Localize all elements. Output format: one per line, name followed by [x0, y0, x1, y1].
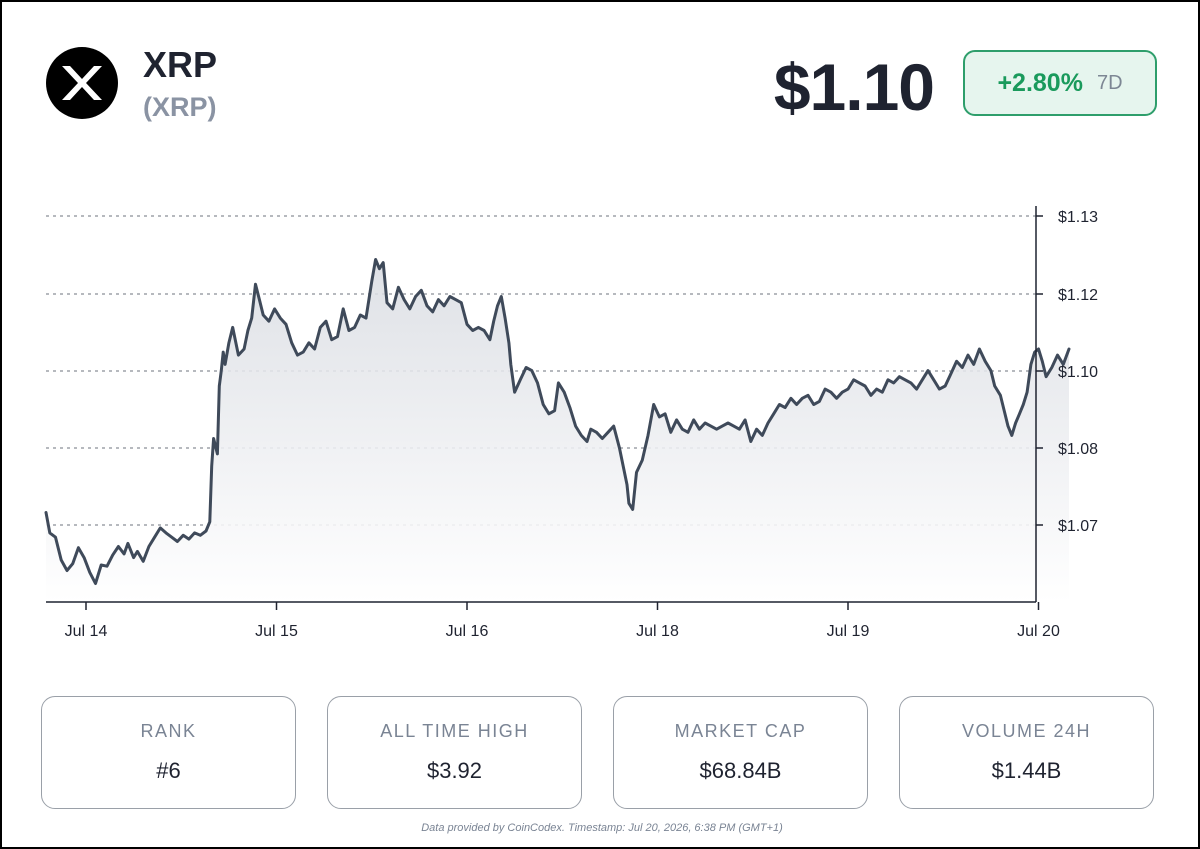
stat-value: #6 [156, 758, 181, 783]
market-cap-card: MARKET CAP $68.84B [613, 696, 868, 809]
current-price: $1.10 [773, 50, 935, 124]
y-tick-label: $1.08 [1058, 441, 1098, 458]
stat-value: $1.44B [991, 758, 1062, 783]
stat-value: $3.92 [426, 758, 483, 783]
rank-card: RANK #6 [41, 696, 296, 809]
stat-label: VOLUME 24H [961, 721, 1092, 741]
x-tick-label: Jul 14 [65, 623, 108, 640]
xrp-logo-icon [46, 47, 118, 119]
price-area-fill [46, 259, 1069, 602]
price-chart: Jul 14 Jul 15 Jul 16 Jul 18 Jul 19 Jul 20 $1.… [44, 206, 1098, 640]
data-source-footer: Data provided by CoinCodex. Timestamp: J… [421, 822, 783, 834]
coin-name: XRP [143, 44, 218, 85]
y-tick-label: $1.13 [1058, 209, 1098, 226]
x-tick-label: Jul 16 [446, 623, 489, 640]
volume-24h-card: VOLUME 24H $1.44B [899, 696, 1154, 809]
x-tick-label: Jul 18 [636, 623, 679, 640]
x-tick-label: Jul 20 [1017, 623, 1060, 640]
price-change-value: +2.80% [997, 68, 1083, 97]
y-tick-label: $1.07 [1058, 518, 1098, 535]
y-tick-label: $1.12 [1058, 287, 1098, 304]
stat-label: RANK [140, 721, 197, 741]
price-change-period: 7D [1096, 71, 1123, 94]
x-tick-label: Jul 15 [255, 623, 298, 640]
x-axis-ticks: Jul 14 Jul 15 Jul 16 Jul 18 Jul 19 Jul 20 [65, 602, 1060, 640]
stat-label: ALL TIME HIGH [380, 721, 529, 741]
y-tick-label: $1.10 [1058, 364, 1098, 381]
x-tick-label: Jul 19 [827, 623, 870, 640]
coin-symbol: (XRP) [143, 92, 217, 122]
stat-value: $68.84B [699, 758, 782, 783]
stat-label: MARKET CAP [674, 721, 807, 741]
price-change-badge: +2.80% 7D [963, 50, 1157, 116]
y-axis-ticks: $1.13 $1.12 $1.10 $1.08 $1.07 [1036, 209, 1098, 535]
all-time-high-card: ALL TIME HIGH $3.92 [327, 696, 582, 809]
price-line [44, 258, 1071, 585]
stats-row: RANK #6 ALL TIME HIGH $3.92 MARKET CAP $… [41, 696, 1154, 809]
